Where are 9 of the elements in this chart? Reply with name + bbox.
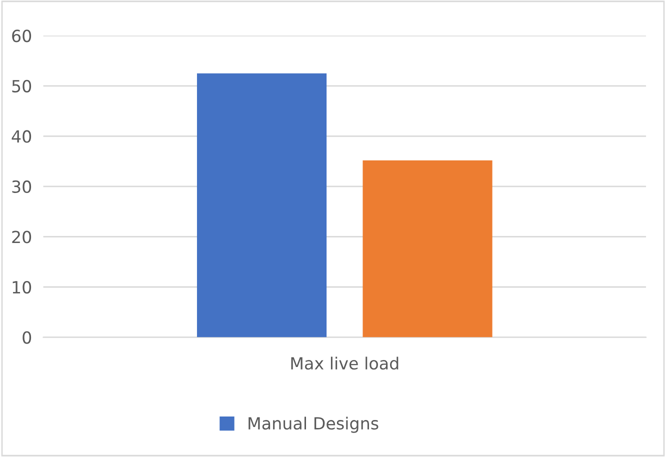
- legend-label: Manual Designs: [248, 416, 378, 433]
- y-tick-label: 20: [12, 230, 32, 244]
- y-tick-label: 10: [12, 280, 32, 294]
- y-tick-label: 30: [12, 180, 32, 194]
- y-tick-label: 0: [22, 331, 32, 344]
- y-tick-label: 60: [12, 30, 32, 42]
- y-tick-label: 50: [12, 80, 32, 92]
- x-tick-label: Max live load: [291, 356, 398, 370]
- y-tick-label: 40: [12, 130, 32, 143]
